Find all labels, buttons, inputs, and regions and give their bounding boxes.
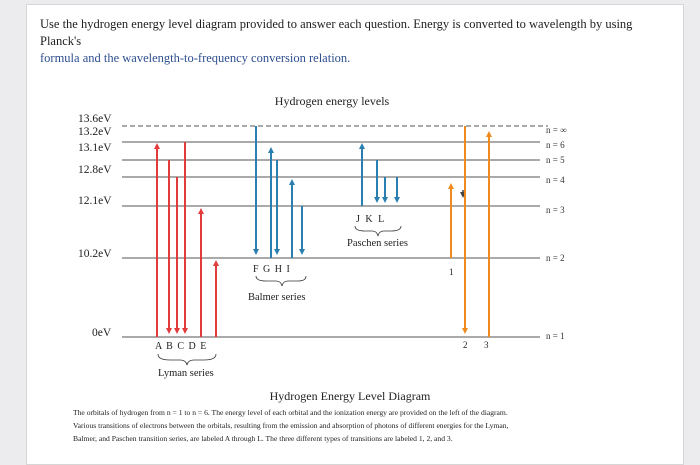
level-label-2: n = 2 xyxy=(546,253,565,263)
balmer-bracket xyxy=(255,275,307,287)
instructions-line-1: Use the hydrogen energy level diagram pr… xyxy=(40,17,633,48)
paschen-letters: J K L xyxy=(356,214,386,225)
level-label-inf: n = ∞ xyxy=(546,125,567,135)
instructions-line-2: formula and the wavelength-to-frequency … xyxy=(40,51,351,65)
diagram-caption: The orbitals of hydrogen from n = 1 to n… xyxy=(73,406,633,445)
energy-label-n1: 0eV xyxy=(92,327,112,339)
energy-label-n2: 10.2eV xyxy=(78,248,112,260)
caption-line-2: Various transitions of electrons between… xyxy=(73,421,509,430)
diagram-title: Hydrogen energy levels xyxy=(275,94,390,108)
energy-label-n4: 12.8eV xyxy=(78,164,112,176)
level-label-1: n = 1 xyxy=(546,331,565,341)
energy-label-n3: 12.1eV xyxy=(78,195,112,207)
balmer-letters: F G H I xyxy=(253,264,291,275)
energy-label-n6: 13.2eV xyxy=(78,126,112,138)
balmer-series-label: Balmer series xyxy=(248,292,305,303)
energy-label-ionization: 13.6eV xyxy=(78,113,112,125)
level-label-6: n = 6 xyxy=(546,140,565,150)
paschen-bracket xyxy=(354,225,402,237)
worksheet-page xyxy=(26,4,684,465)
paschen-series-label: Paschen series xyxy=(347,238,408,249)
transition-label-1: 1 xyxy=(449,267,454,277)
lyman-letters: A B C D E xyxy=(155,341,207,352)
diagram-caption-title: Hydrogen Energy Level Diagram xyxy=(269,389,431,403)
lyman-bracket xyxy=(157,353,217,366)
caption-line-1: The orbitals of hydrogen from n = 1 to n… xyxy=(73,408,508,417)
transition-label-3: 3 xyxy=(484,340,489,350)
level-label-3: n = 3 xyxy=(546,205,565,215)
energy-label-n5: 13.1eV xyxy=(78,142,112,154)
level-label-4: n = 4 xyxy=(546,175,565,185)
transition-label-2: 2 xyxy=(463,340,468,350)
caption-line-3: Balmer, and Paschen transition series, a… xyxy=(73,434,453,443)
instructions: Use the hydrogen energy level diagram pr… xyxy=(40,16,670,67)
lyman-series-label: Lyman series xyxy=(158,368,214,379)
level-label-5: n = 5 xyxy=(546,155,565,165)
